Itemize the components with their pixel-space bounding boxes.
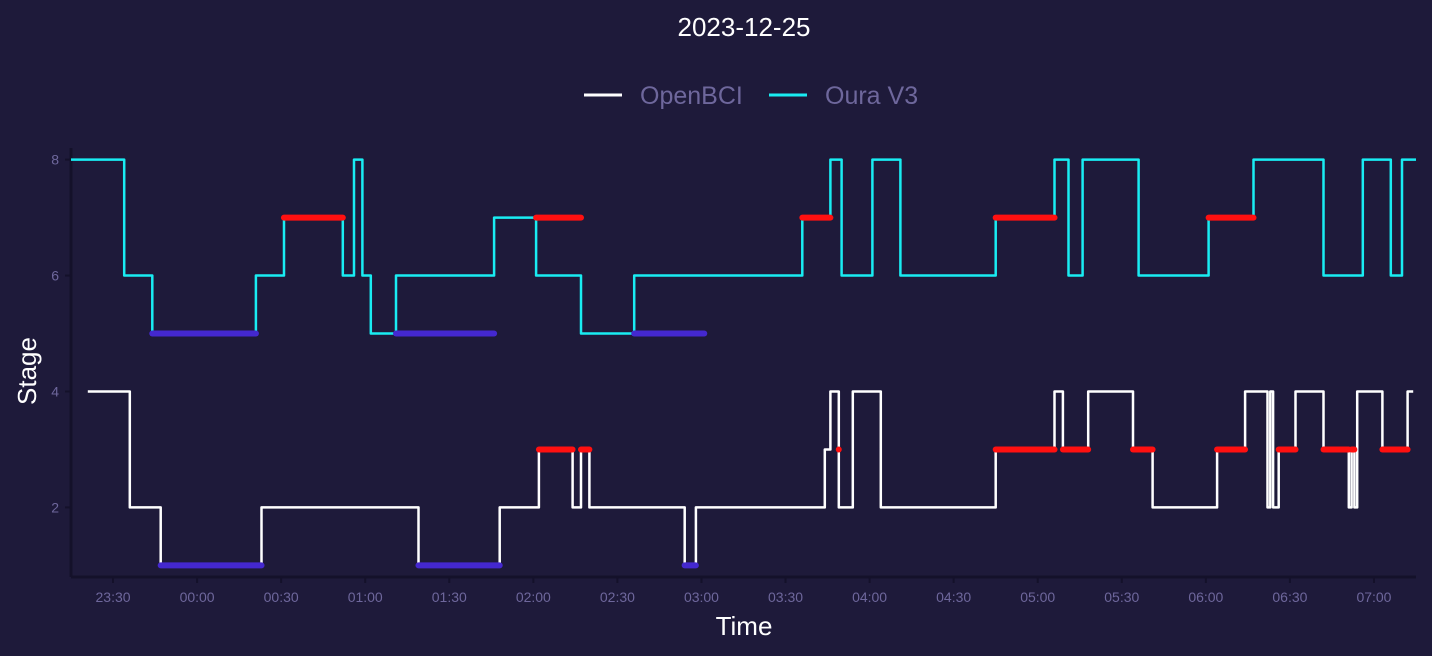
x-tick-label: 05:30: [1104, 589, 1139, 605]
y-tick-label: 2: [51, 499, 59, 515]
x-tick-label: 23:30: [96, 589, 131, 605]
x-tick-label: 06:00: [1188, 589, 1223, 605]
legend-label-openbci: OpenBCI: [640, 82, 743, 110]
y-tick-label: 8: [51, 152, 59, 168]
y-tick-label: 6: [51, 268, 59, 284]
x-tick-label: 06:30: [1272, 589, 1307, 605]
legend: OpenBCI Oura V3: [584, 82, 918, 110]
series-line-openbci: [87, 390, 1414, 567]
x-tick-label: 03:00: [684, 589, 719, 605]
x-tick-label: 03:30: [768, 589, 803, 605]
series-line-oura-v3: [71, 158, 1416, 335]
y-axis-title: Stage: [12, 337, 42, 405]
legend-label-oura: Oura V3: [825, 82, 918, 110]
chart-title: 2023-12-25: [678, 12, 811, 42]
stage-highlights: [149, 214, 1411, 569]
x-tick-label: 05:00: [1020, 589, 1055, 605]
y-axis-ticks: 2 4 6 8: [51, 152, 71, 515]
x-tick-label: 01:00: [348, 589, 383, 605]
x-tick-label: 04:30: [936, 589, 971, 605]
x-tick-label: 01:30: [432, 589, 467, 605]
x-tick-label: 02:00: [516, 589, 551, 605]
x-tick-label: 00:30: [264, 589, 299, 605]
x-tick-label: 04:00: [852, 589, 887, 605]
y-tick-label: 4: [51, 383, 59, 399]
x-tick-label: 00:00: [180, 589, 215, 605]
x-tick-label: 07:00: [1356, 589, 1391, 605]
x-tick-label: 02:30: [600, 589, 635, 605]
x-axis-ticks: 23:30 00:00 00:30 01:00 01:30 02:00 02:30 03:00…: [96, 577, 1392, 605]
x-axis-title: Time: [716, 611, 773, 641]
